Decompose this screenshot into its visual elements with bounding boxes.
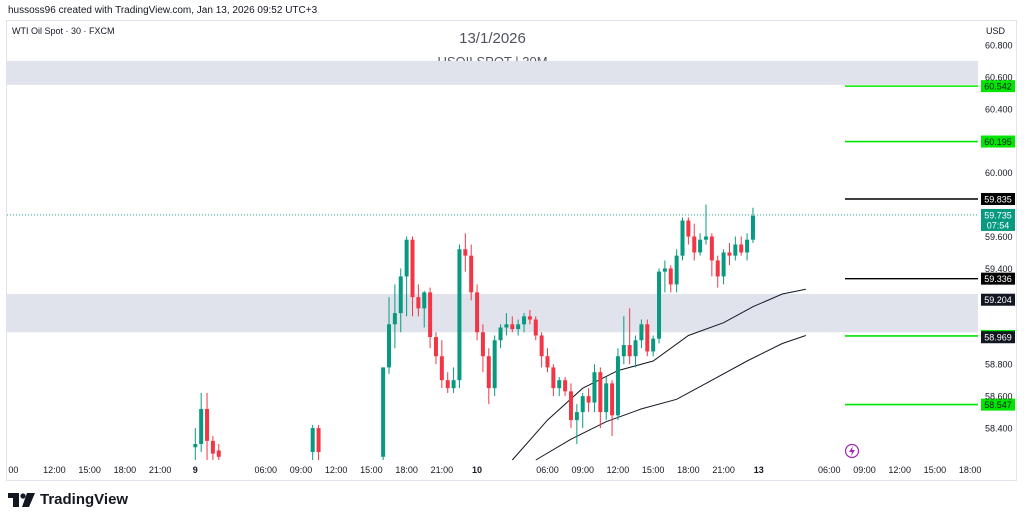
- credit-text: hussoss96 created with TradingView.com, …: [8, 5, 318, 16]
- currency-label[interactable]: USD: [986, 26, 1006, 36]
- tradingview-logo-icon: [8, 492, 35, 507]
- tradingview-logo[interactable]: TradingView: [8, 491, 128, 508]
- chart-subtitle: USOILSPOT | 30M: [437, 54, 548, 69]
- chart-title: 13/1/2026: [459, 30, 526, 47]
- tradingview-logo-text: TradingView: [40, 491, 129, 508]
- symbol-label[interactable]: WTI Oil Spot · 30 · FXCM: [12, 26, 115, 36]
- chart-frame: [6, 20, 1017, 481]
